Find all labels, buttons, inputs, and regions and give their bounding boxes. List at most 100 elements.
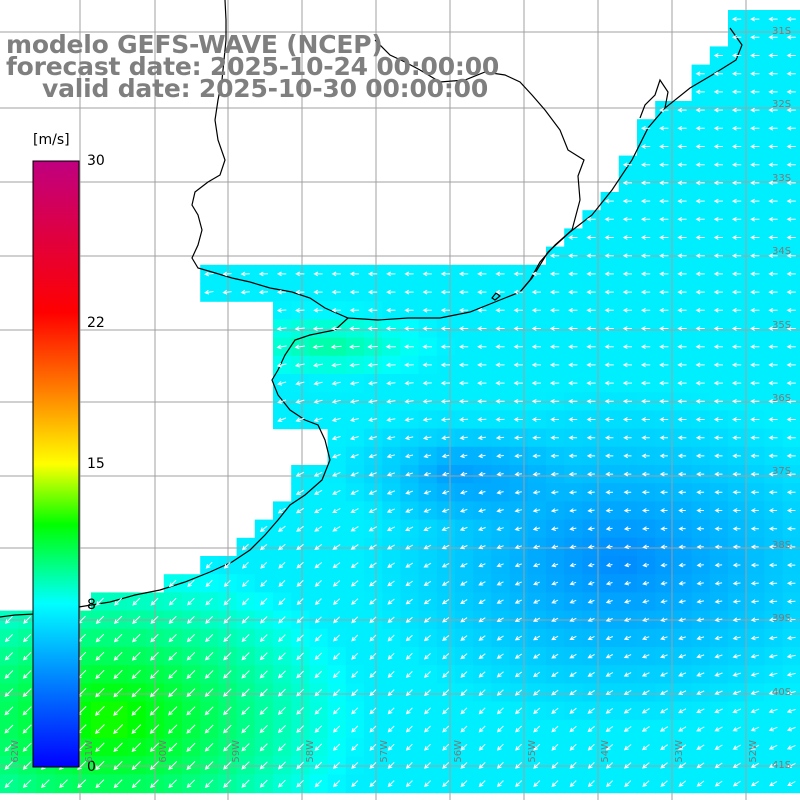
wind-arrow xyxy=(768,562,777,568)
wind-arrow xyxy=(569,780,577,788)
wind-arrow xyxy=(659,125,669,131)
wind-arrow xyxy=(568,417,578,422)
wind-arrow xyxy=(460,725,468,733)
wind-arrow xyxy=(713,307,723,313)
wind-arrow xyxy=(113,633,123,643)
wind-arrow xyxy=(259,525,268,532)
wind-arrow xyxy=(131,706,142,716)
wind-arrow xyxy=(386,435,396,441)
wind-arrow xyxy=(550,508,559,513)
wind-arrow xyxy=(660,580,668,586)
wind-arrow xyxy=(168,651,178,661)
wind-arrow xyxy=(713,435,723,441)
colorbar xyxy=(32,160,80,768)
wind-arrow xyxy=(659,180,669,186)
wind-arrow xyxy=(586,435,596,441)
wind-arrow xyxy=(441,580,450,586)
wind-arrow xyxy=(277,706,286,715)
wind-arrow xyxy=(477,380,487,386)
wind-arrow xyxy=(786,417,796,422)
wind-arrow xyxy=(477,398,487,404)
wind-arrow xyxy=(387,707,395,715)
wind-arrow xyxy=(296,543,304,551)
wind-arrow xyxy=(331,453,341,459)
wind-arrow xyxy=(223,579,231,588)
wind-arrow xyxy=(659,326,669,331)
wind-arrow xyxy=(641,435,650,441)
longitude-label: 54W xyxy=(600,740,612,763)
wind-arrow xyxy=(277,507,286,514)
wind-arrow xyxy=(750,617,759,623)
wind-arrow xyxy=(259,761,268,770)
wind-arrow xyxy=(423,453,432,459)
wind-arrow xyxy=(495,344,505,350)
wind-arrow xyxy=(677,253,687,259)
longitude-label: 61W xyxy=(83,740,95,763)
wind-arrow xyxy=(768,599,778,604)
wind-arrow xyxy=(496,743,504,751)
wind-arrow xyxy=(641,471,650,477)
wind-arrow xyxy=(404,417,414,422)
wind-arrow xyxy=(731,362,742,368)
coastline xyxy=(0,0,743,618)
wind-arrow xyxy=(4,634,13,643)
wind-arrow xyxy=(276,289,287,295)
wind-arrow xyxy=(477,326,487,331)
wind-arrow xyxy=(351,725,359,733)
wind-arrow xyxy=(478,725,486,733)
wind-arrow xyxy=(277,525,286,532)
wind-arrow xyxy=(531,271,541,277)
wind-arrow xyxy=(385,362,396,368)
wind-arrow xyxy=(367,289,378,295)
wind-arrow xyxy=(696,653,705,659)
wind-arrow xyxy=(768,71,778,77)
wind-arrow xyxy=(533,581,540,586)
wind-arrow xyxy=(205,634,214,643)
wind-arrow xyxy=(295,507,305,514)
wind-arrow xyxy=(586,216,596,222)
wind-arrow xyxy=(750,198,760,204)
wind-arrow xyxy=(569,617,577,622)
wind-arrow xyxy=(586,271,596,277)
latitude-label: 36S xyxy=(772,393,792,404)
wind-arrow xyxy=(641,690,650,695)
wind-arrow xyxy=(713,53,723,58)
wind-arrow xyxy=(440,344,451,350)
wind-arrow xyxy=(551,581,559,586)
wind-arrow xyxy=(458,326,469,331)
wind-arrow xyxy=(768,708,778,714)
wind-arrow xyxy=(622,180,632,186)
wind-arrow xyxy=(278,561,286,569)
wind-arrow xyxy=(768,453,778,459)
wind-arrow xyxy=(641,654,650,659)
wind-arrow xyxy=(404,380,414,386)
wind-arrow xyxy=(532,490,541,495)
wind-arrow xyxy=(640,362,651,368)
wind-arrow xyxy=(4,688,14,698)
wind-arrow xyxy=(149,760,160,771)
wind-arrow xyxy=(331,289,341,295)
wind-arrow xyxy=(478,743,486,751)
wind-arrow xyxy=(259,688,268,697)
wind-arrow xyxy=(369,598,377,605)
wind-arrow xyxy=(496,707,504,715)
wind-arrow xyxy=(713,398,723,404)
wind-arrow xyxy=(587,653,595,659)
wind-arrow xyxy=(786,690,796,695)
wind-arrow xyxy=(660,526,668,532)
wind-arrow xyxy=(641,508,650,513)
longitude-label: 53W xyxy=(674,740,686,763)
wind-arrow xyxy=(786,289,796,295)
wind-arrow xyxy=(678,562,686,568)
wind-arrow xyxy=(622,253,632,259)
wind-arrow xyxy=(550,526,559,531)
wind-arrow xyxy=(768,544,777,550)
wind-arrow xyxy=(349,326,360,331)
wind-arrow xyxy=(424,725,431,733)
wind-arrow xyxy=(787,562,796,568)
wind-arrow xyxy=(695,435,705,441)
longitude-label: 62W xyxy=(10,740,21,763)
wind-arrow xyxy=(533,671,541,678)
wind-arrow xyxy=(660,635,668,641)
wind-arrow xyxy=(442,780,450,788)
